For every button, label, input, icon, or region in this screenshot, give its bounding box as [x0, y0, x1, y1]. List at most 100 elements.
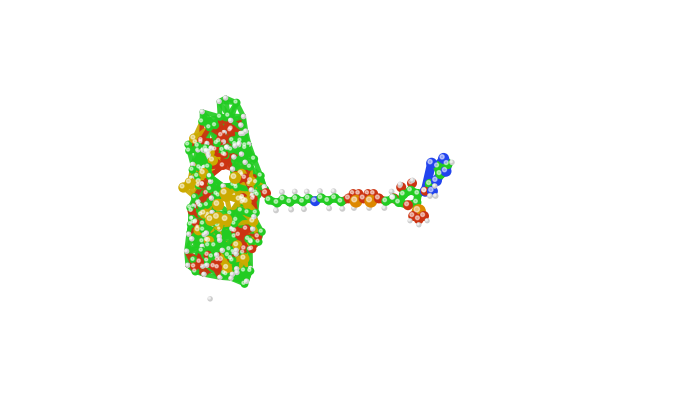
Circle shape — [220, 183, 226, 189]
Circle shape — [212, 220, 216, 223]
Circle shape — [202, 232, 207, 237]
Circle shape — [433, 193, 438, 199]
Circle shape — [204, 202, 207, 205]
Circle shape — [238, 171, 246, 179]
Circle shape — [354, 189, 363, 198]
Circle shape — [197, 136, 206, 144]
Circle shape — [241, 197, 245, 201]
Circle shape — [304, 189, 309, 194]
Circle shape — [204, 163, 212, 171]
Circle shape — [316, 193, 326, 203]
Circle shape — [214, 220, 223, 230]
Circle shape — [206, 153, 209, 155]
Circle shape — [235, 271, 237, 273]
Circle shape — [213, 200, 218, 205]
Circle shape — [243, 128, 248, 134]
Circle shape — [225, 252, 228, 256]
Circle shape — [437, 171, 441, 174]
Circle shape — [242, 160, 248, 165]
Circle shape — [368, 206, 370, 208]
Circle shape — [195, 227, 199, 231]
Circle shape — [425, 218, 430, 223]
Circle shape — [201, 210, 205, 214]
Circle shape — [205, 211, 211, 217]
Circle shape — [218, 132, 222, 136]
Circle shape — [195, 177, 205, 187]
Circle shape — [340, 206, 345, 212]
Circle shape — [185, 177, 195, 188]
Circle shape — [251, 196, 254, 199]
Circle shape — [208, 179, 213, 184]
Circle shape — [248, 266, 253, 271]
Circle shape — [241, 268, 244, 271]
Circle shape — [205, 214, 217, 226]
Circle shape — [292, 189, 298, 194]
Circle shape — [226, 113, 229, 116]
Circle shape — [206, 149, 210, 153]
Circle shape — [199, 138, 202, 141]
Circle shape — [187, 220, 195, 228]
Circle shape — [244, 129, 246, 132]
Circle shape — [245, 280, 247, 282]
Circle shape — [257, 172, 265, 180]
Circle shape — [237, 142, 239, 144]
Circle shape — [369, 189, 378, 198]
Circle shape — [186, 142, 189, 145]
Circle shape — [209, 217, 214, 222]
Circle shape — [199, 248, 202, 251]
Circle shape — [291, 194, 300, 204]
Circle shape — [209, 196, 211, 198]
Circle shape — [231, 174, 236, 178]
Circle shape — [234, 248, 239, 253]
Circle shape — [279, 189, 285, 195]
Circle shape — [216, 193, 219, 196]
Circle shape — [330, 193, 340, 203]
Circle shape — [231, 233, 239, 240]
Circle shape — [248, 178, 251, 182]
Circle shape — [206, 212, 209, 214]
Circle shape — [204, 147, 215, 158]
Circle shape — [197, 211, 205, 218]
Circle shape — [310, 196, 320, 206]
Circle shape — [241, 280, 248, 288]
Circle shape — [228, 136, 237, 144]
Circle shape — [186, 179, 190, 183]
Circle shape — [241, 196, 252, 207]
Circle shape — [232, 184, 241, 192]
Circle shape — [192, 218, 200, 227]
Circle shape — [196, 225, 198, 227]
Circle shape — [221, 192, 232, 202]
Circle shape — [302, 207, 304, 210]
Circle shape — [232, 221, 235, 224]
Circle shape — [221, 152, 225, 155]
Circle shape — [234, 231, 243, 239]
Circle shape — [237, 169, 247, 179]
Circle shape — [250, 218, 254, 222]
Circle shape — [232, 234, 235, 237]
Circle shape — [209, 262, 218, 270]
Circle shape — [262, 187, 265, 190]
Circle shape — [252, 178, 260, 186]
Circle shape — [239, 198, 247, 206]
Circle shape — [255, 234, 258, 237]
Circle shape — [199, 226, 207, 234]
Circle shape — [194, 219, 197, 222]
Circle shape — [207, 155, 209, 157]
Circle shape — [188, 205, 190, 208]
Circle shape — [229, 172, 241, 184]
Circle shape — [223, 152, 226, 156]
Circle shape — [344, 194, 354, 203]
Circle shape — [209, 195, 214, 201]
Circle shape — [223, 216, 227, 220]
Circle shape — [246, 246, 254, 254]
Circle shape — [243, 146, 246, 148]
Circle shape — [239, 193, 247, 202]
Circle shape — [232, 181, 240, 189]
Circle shape — [209, 180, 211, 182]
Circle shape — [219, 162, 228, 170]
Circle shape — [391, 195, 395, 199]
Circle shape — [425, 179, 435, 189]
Circle shape — [349, 189, 358, 198]
Circle shape — [234, 266, 239, 272]
Circle shape — [253, 232, 262, 241]
